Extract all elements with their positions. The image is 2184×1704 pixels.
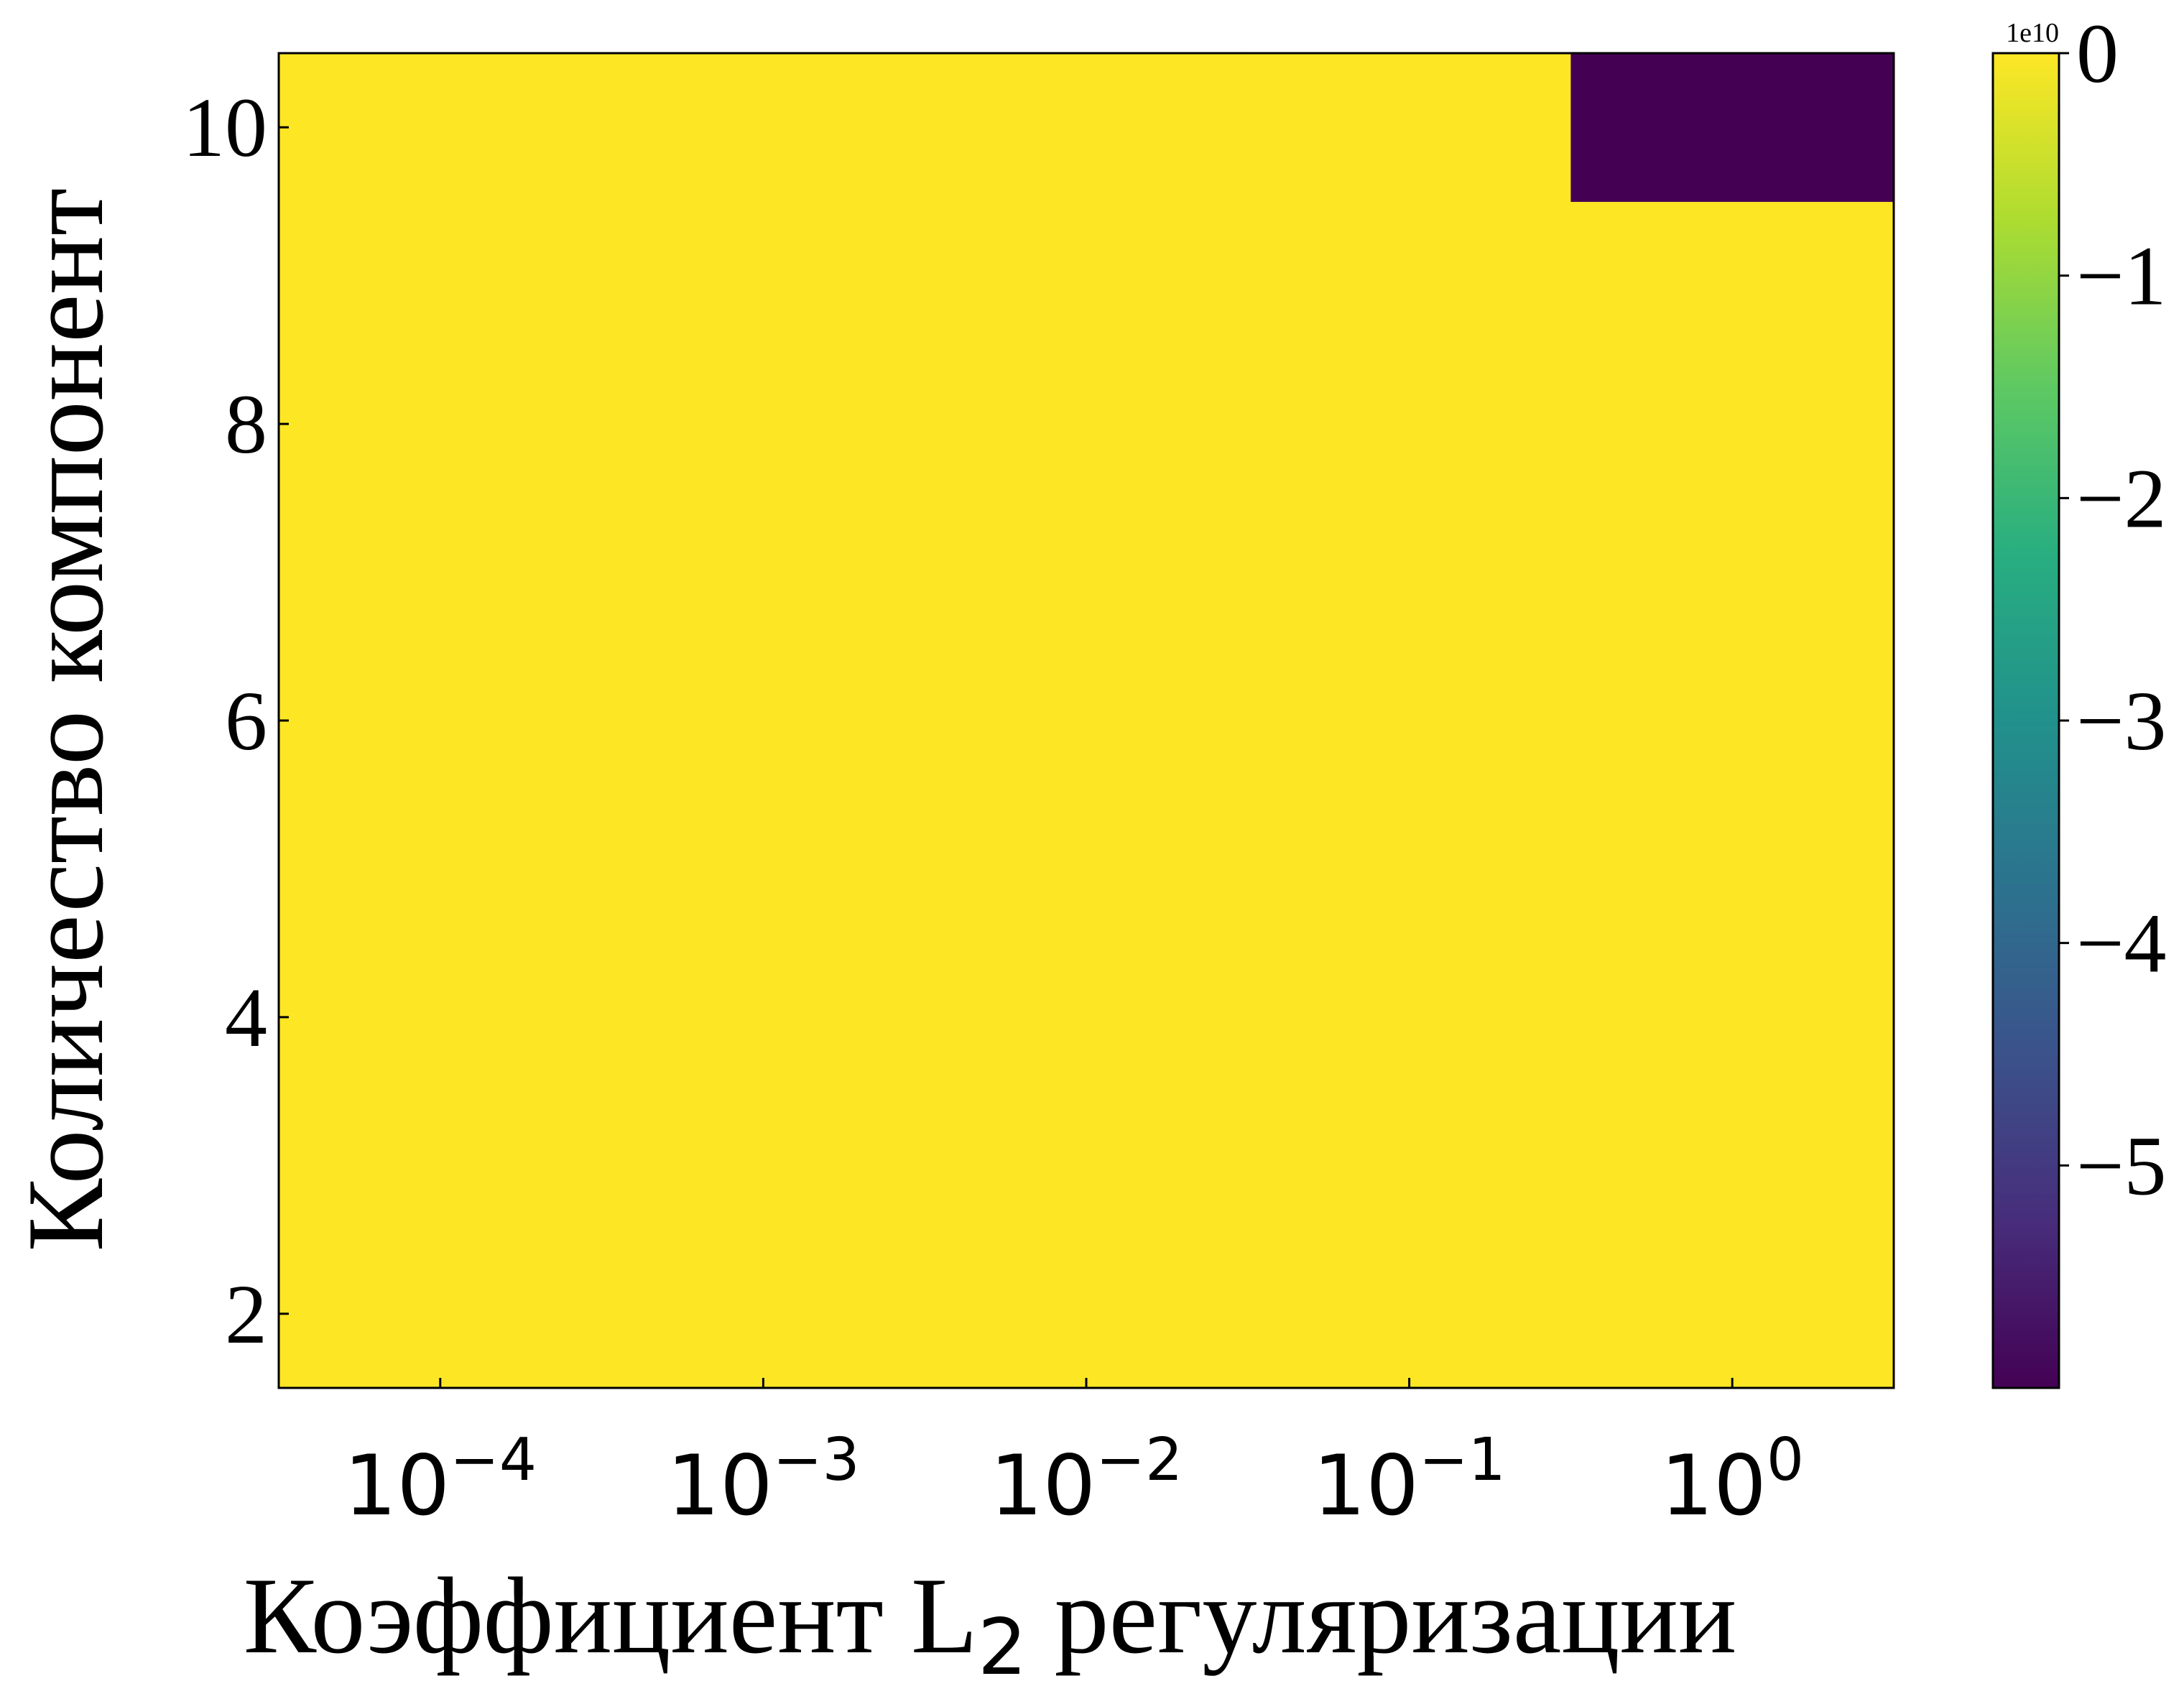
heatmap-cell (279, 349, 603, 499)
heatmap-cell (925, 53, 1249, 203)
heatmap-cell (925, 1091, 1249, 1241)
heatmap-cell (279, 1091, 603, 1241)
y-tick-label: 10 (182, 80, 267, 175)
heatmap-cell (925, 201, 1249, 351)
y-tick-label: 6 (225, 674, 267, 768)
heatmap-cell (1570, 1239, 1894, 1389)
heatmap-cell (1247, 349, 1571, 499)
heatmap-cell (925, 943, 1249, 1092)
heatmap-cell (601, 53, 925, 203)
heatmap-cell (601, 349, 925, 499)
heatmap-cell (1247, 1239, 1571, 1389)
heatmap-cell (279, 498, 603, 647)
heatmap-cell (279, 53, 603, 203)
heatmap-cell (279, 201, 603, 351)
heatmap-cell (601, 1091, 925, 1241)
heatmap-cells (279, 53, 1894, 1389)
heatmap-cell (1247, 943, 1571, 1092)
colorbar-tick-label: −2 (2076, 451, 2167, 545)
heatmap-cell (1570, 646, 1894, 795)
x-axis-label-main: Коэффициент L (244, 1555, 978, 1676)
y-tick-label: 4 (225, 971, 267, 1065)
heatmap-cell (1570, 498, 1894, 647)
y-axis-label: Количество компонент (5, 188, 126, 1252)
x-axis-ticks: 10−4 10−3 10−2 10−1 100 (344, 1378, 1804, 1534)
heatmap-cell (1247, 53, 1571, 203)
heatmap-cell (1247, 498, 1571, 647)
heatmap-cell (925, 349, 1249, 499)
colorbar-offset-label: 1e10 (2006, 18, 2059, 48)
heatmap-cell (925, 795, 1249, 944)
heatmap-cell (279, 1239, 603, 1389)
heatmap-cell (1570, 53, 1894, 203)
x-axis-label-subscript: 2 (978, 1603, 1027, 1693)
heatmap-cell (601, 943, 925, 1092)
heatmap-cell (925, 498, 1249, 647)
heatmap-cell (601, 795, 925, 944)
y-tick-label: 8 (225, 377, 267, 471)
heatmap-cell (1570, 795, 1894, 944)
x-tick-label: 10−3 (667, 1426, 860, 1534)
heatmap-cell (1247, 795, 1571, 944)
heatmap-cell (601, 1239, 925, 1389)
heatmap-cell (925, 1239, 1249, 1389)
heatmap-cell (1570, 1091, 1894, 1241)
y-axis-ticks: 2 4 6 8 10 (182, 80, 289, 1361)
heatmap-cell (1247, 646, 1571, 795)
x-axis-label: Коэффициент L2 регуляризации (244, 1555, 1737, 1693)
colorbar-tick-label: −5 (2076, 1119, 2167, 1213)
heatmap-cell (601, 201, 925, 351)
heatmap-cell (279, 646, 603, 795)
x-tick-label: 10−2 (990, 1426, 1183, 1534)
heatmap-cell (279, 943, 603, 1092)
colorbar-ticks: 0 −1 −2 −3 −4 −5 (2059, 6, 2167, 1213)
heatmap-cell (601, 646, 925, 795)
heatmap-cell (1247, 1091, 1571, 1241)
x-axis-label-suffix: регуляризации (1027, 1555, 1737, 1676)
heatmap-cell (1570, 943, 1894, 1092)
heatmap-cell (925, 646, 1249, 795)
colorbar-gradient (1993, 53, 2059, 1388)
heatmap-cell (601, 498, 925, 647)
colorbar-tick-label: −3 (2076, 674, 2167, 768)
x-tick-label: 10−1 (1313, 1426, 1506, 1534)
x-tick-label: 10−4 (344, 1426, 537, 1534)
colorbar-tick-label: −4 (2076, 897, 2167, 991)
heatmap-cell (279, 795, 603, 944)
colorbar-tick-label: −1 (2076, 229, 2167, 323)
heatmap-cell (1247, 201, 1571, 351)
x-tick-label: 100 (1660, 1426, 1804, 1534)
y-tick-label: 2 (225, 1267, 267, 1361)
heatmap-cell (1570, 201, 1894, 351)
colorbar-tick-label: 0 (2076, 6, 2119, 101)
heatmap-cell (1570, 349, 1894, 499)
